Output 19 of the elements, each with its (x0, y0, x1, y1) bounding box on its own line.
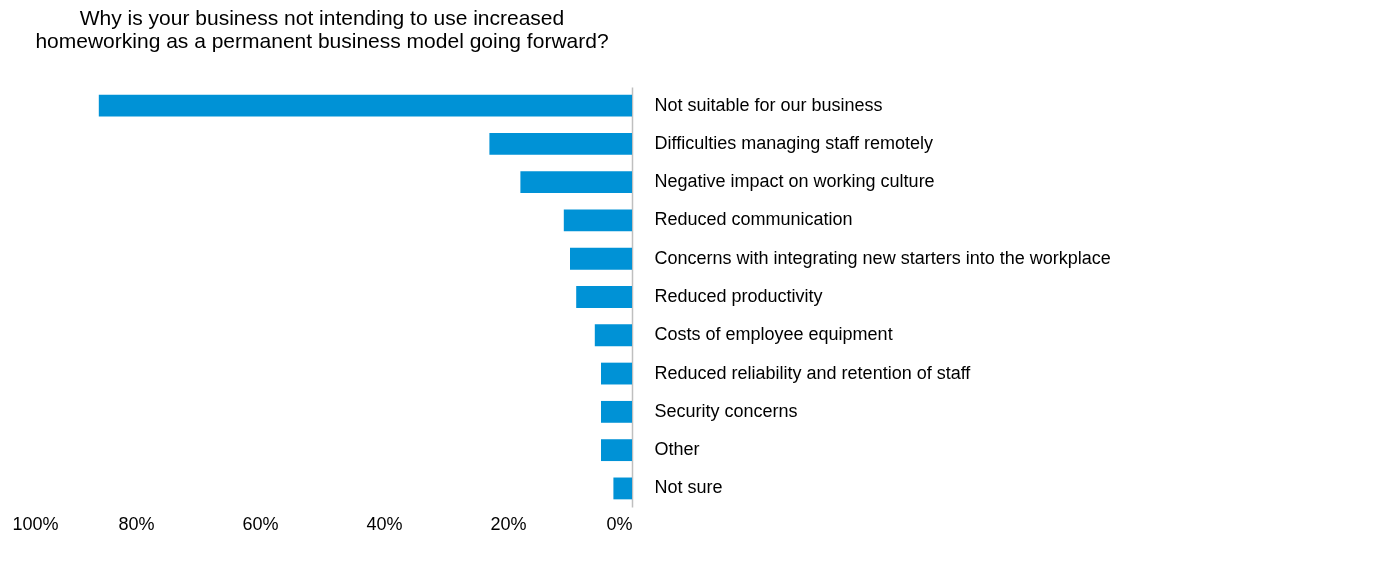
y-tick-label: Other (654, 439, 700, 460)
x-tick-label: 80% (118, 513, 155, 534)
y-tick-label: Reduced communication (654, 209, 853, 230)
y-tick-label: Difficulties managing staff remotely (654, 132, 933, 153)
y-tick-label: Not suitable for our business (654, 94, 883, 115)
y-tick-label: Costs of employee equipment (654, 324, 893, 345)
x-tick-label: 60% (242, 513, 279, 534)
text: homeworking as a permanent business model going forward? (35, 29, 609, 52)
y-tick-label: Negative impact on working culture (654, 171, 935, 192)
text: Why is your business not intending to use increased (79, 6, 565, 29)
x-tick-label: 0% (606, 513, 633, 534)
y-tick-label: Reduced reliability and retention of staff (654, 362, 972, 383)
x-tick-label: 20% (490, 513, 527, 534)
y-tick-label: Security concerns (654, 400, 798, 421)
y-tick-label: Concerns with integrating new starters into the workplace (654, 247, 1111, 268)
x-tick-label: 100% (12, 513, 59, 534)
y-tick-label: Reduced productivity (654, 286, 823, 306)
y-tick-label: Not sure (654, 477, 723, 498)
x-tick-label: 40% (366, 513, 403, 534)
